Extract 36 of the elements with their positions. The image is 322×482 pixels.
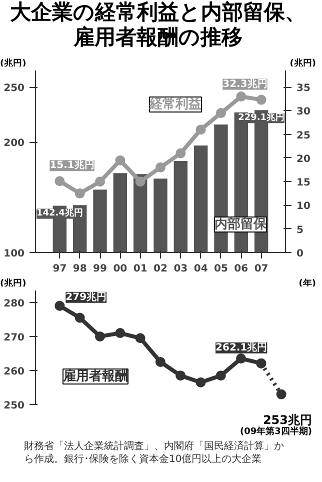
data-label: 142.4兆円: [36, 208, 83, 219]
y-tick-label: 280: [4, 298, 25, 310]
y-tick-label: 260: [4, 366, 25, 378]
data-label: 253兆円: [262, 413, 312, 427]
y2-tick-label: 30: [296, 106, 310, 118]
data-label: 15.1兆円: [50, 159, 94, 172]
y2-tick-label: 0: [296, 248, 304, 260]
y-tick-label: 270: [4, 332, 25, 344]
y2-tick-label: 20: [296, 154, 310, 165]
chart-title: 大企業の経常利益と内部留保、雇用者報酬の推移: [9, 0, 307, 50]
y-tick-label: 200: [4, 138, 25, 150]
y2-tick-label: 15: [296, 178, 310, 189]
y2-tick-label: 35: [296, 83, 310, 94]
x-tick-label: 99: [93, 264, 108, 274]
x-tick-label: 02: [154, 264, 168, 274]
text: (09年第3四半期): [238, 426, 312, 438]
text: 財務省「法人企業統計調査」、内閣府「国民経済計算」から作成。銀行･保険を除く資本金10億円以上の大企業: [23, 440, 285, 466]
x-tick-label: 03: [174, 264, 188, 274]
y2-tick-label: 5: [296, 224, 304, 236]
data-label: 262.1兆円: [216, 341, 268, 354]
x-tick-label: 04: [194, 264, 208, 274]
y2-tick-label: 25: [296, 130, 310, 142]
data-label: 229.1兆円: [238, 112, 285, 124]
y2-tick-label: 10: [296, 201, 310, 212]
y-tick-label: 100: [4, 248, 25, 260]
x-tick-label: 05: [214, 264, 228, 274]
data-label: 32.3兆円: [222, 78, 268, 90]
y-tick-label: 250: [4, 400, 25, 412]
y-tick-label: 250: [4, 83, 25, 94]
x-tick-label: 07: [254, 264, 268, 274]
x-tick-label: 06: [234, 264, 248, 274]
x-tick-label: 97: [52, 264, 67, 274]
x-tick-label: 00: [113, 264, 128, 274]
data-label: 279兆円: [66, 290, 107, 303]
x-tick-label: 98: [72, 264, 87, 274]
x-tick-label: 01: [133, 264, 148, 274]
